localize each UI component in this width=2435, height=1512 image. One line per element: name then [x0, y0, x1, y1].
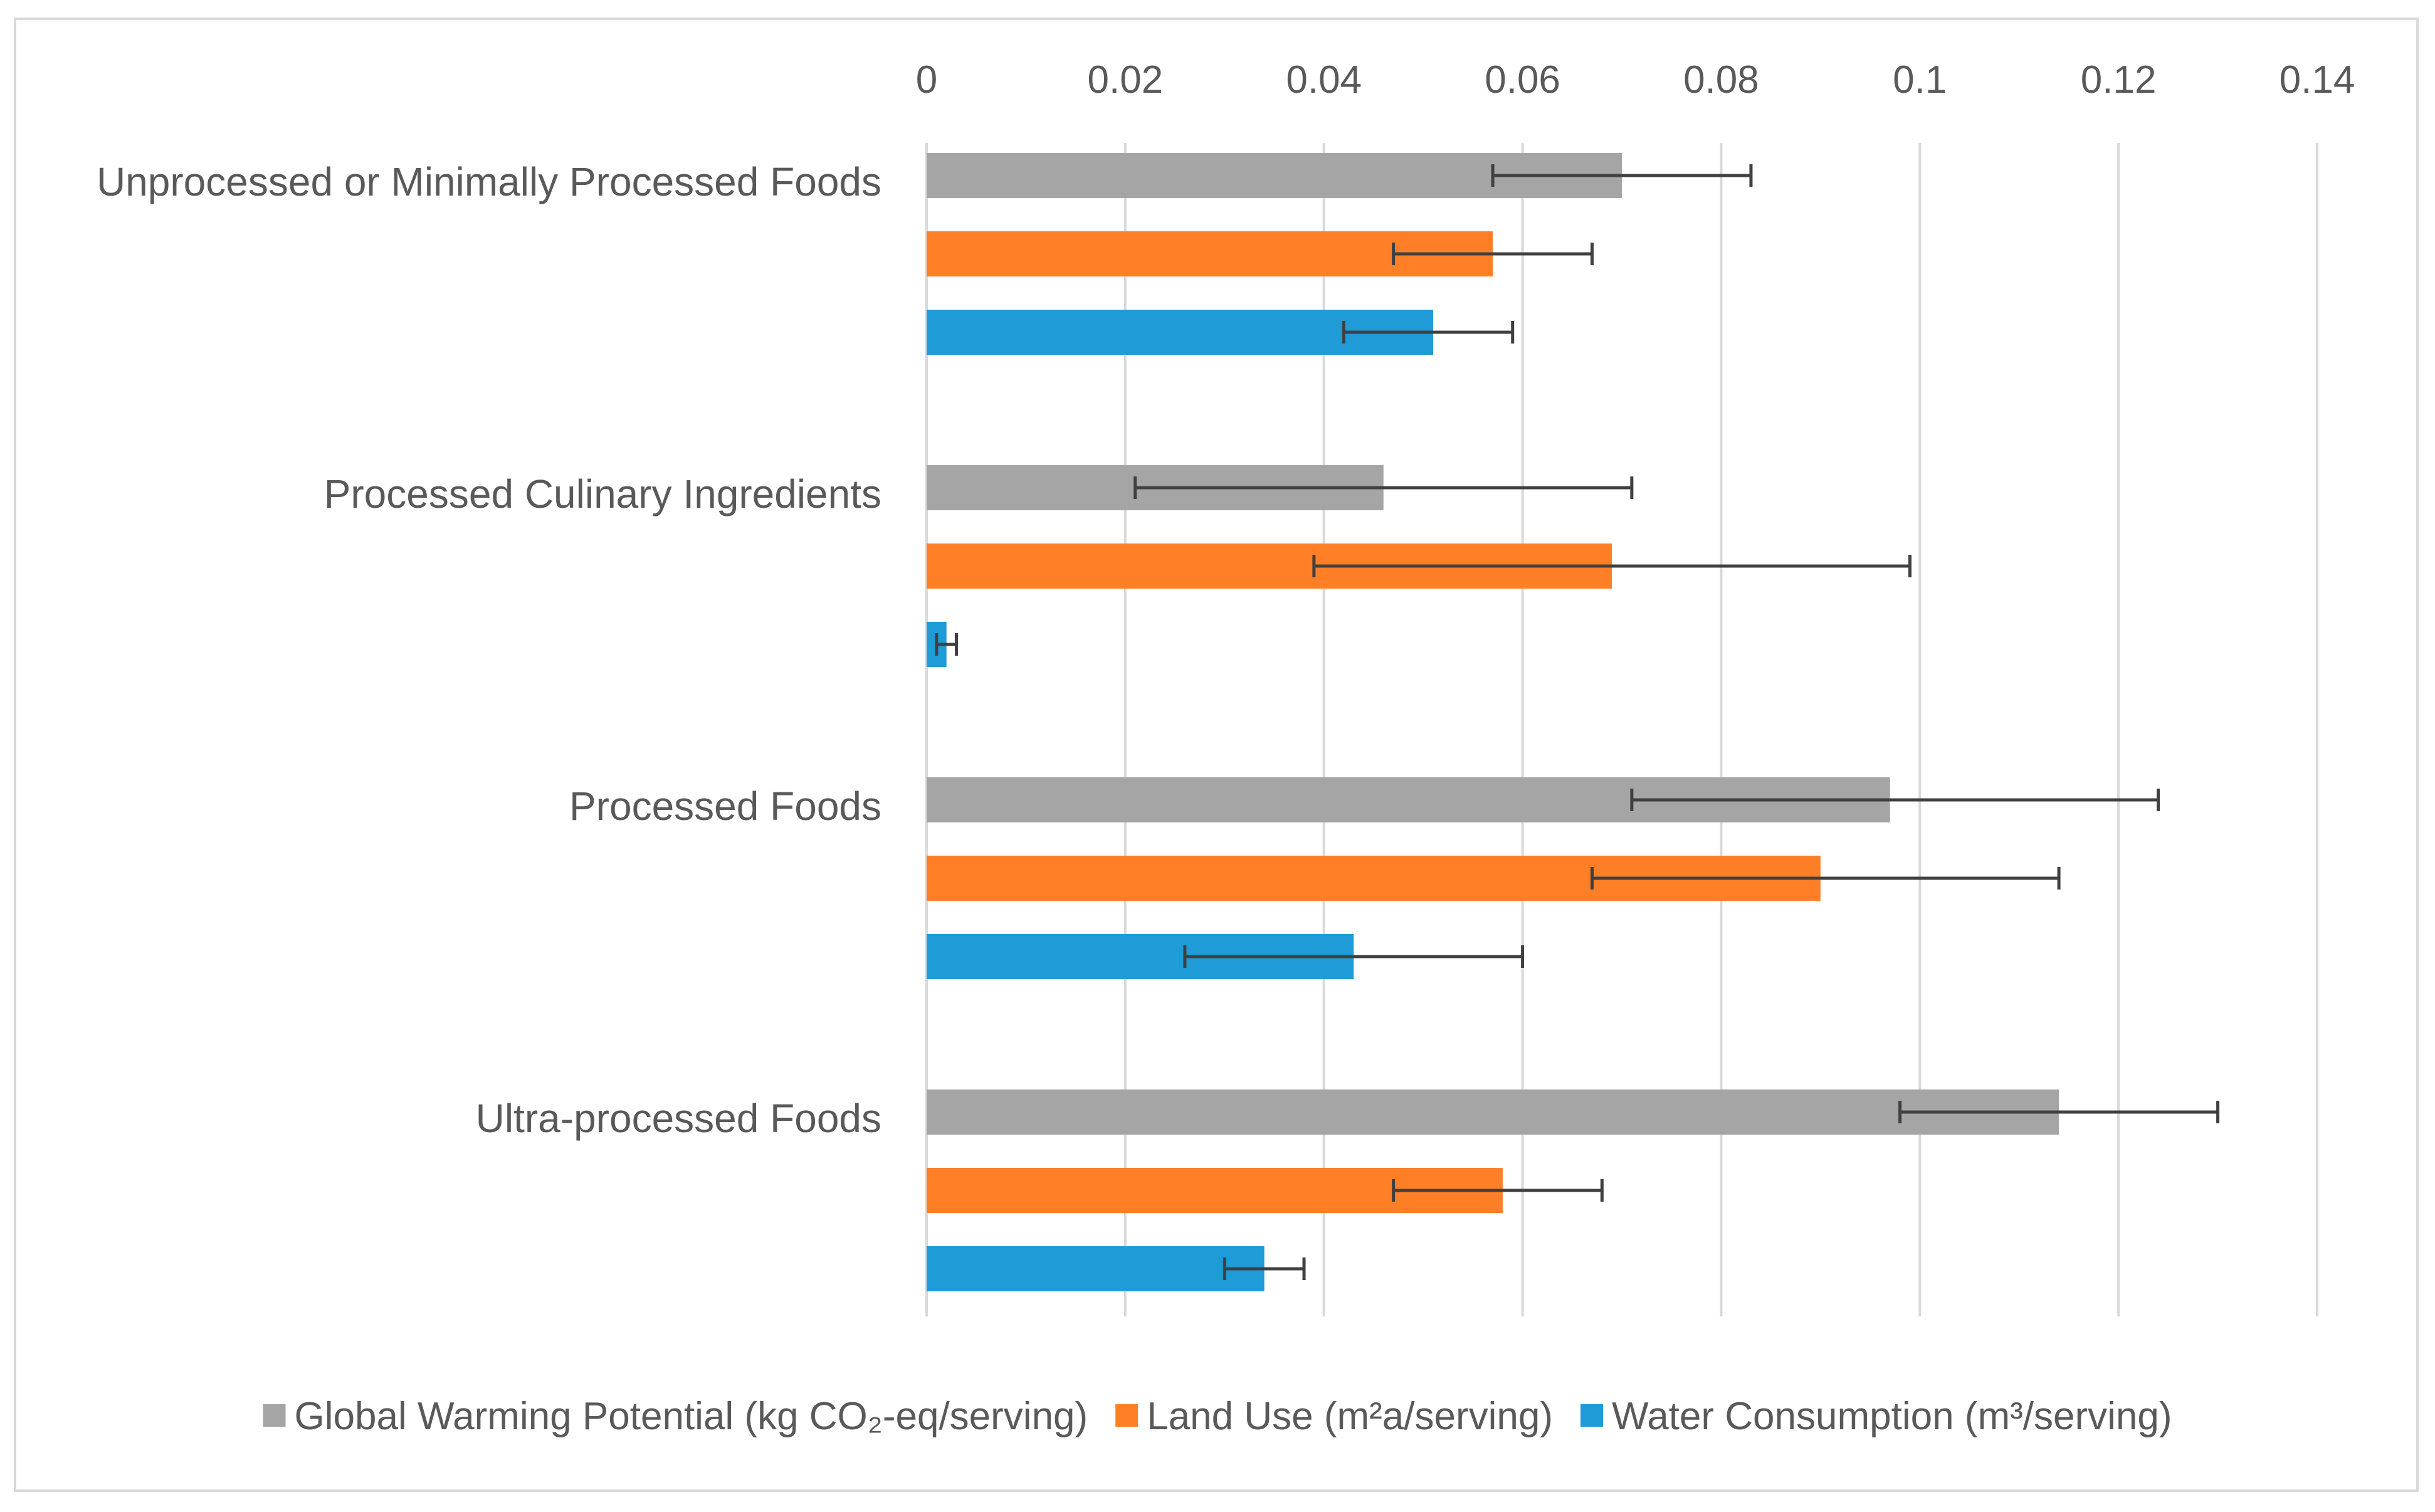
legend-swatch: [263, 1404, 286, 1427]
error-bar: [935, 633, 959, 656]
error-bar: [1630, 789, 2160, 811]
bars: [927, 153, 2059, 1291]
legend: Global Warming Potential (kg CO₂-eq/serv…: [263, 1395, 2172, 1438]
error-bar: [1898, 1101, 2220, 1123]
x-tick-label: 0.1: [1893, 58, 1947, 102]
category-label: Processed Culinary Ingredients: [324, 471, 881, 517]
category-label: Ultra-processed Foods: [476, 1096, 881, 1141]
x-tick-label: 0.06: [1485, 58, 1560, 102]
category-label: Unprocessed or Minimally Processed Foods: [97, 159, 881, 204]
error-bar: [1491, 164, 1753, 187]
error-bar: [1312, 555, 1912, 577]
legend-label: Land Use (m²a/serving): [1147, 1395, 1553, 1438]
x-tick-label: 0: [916, 58, 937, 102]
legend-label: Water Consumption (m³/serving): [1612, 1395, 2172, 1438]
bar: [927, 1089, 2059, 1135]
error-bar: [1392, 1179, 1604, 1202]
legend-item: Global Warming Potential (kg CO₂-eq/serv…: [263, 1395, 1088, 1438]
legend-swatch: [1115, 1404, 1139, 1427]
error-bars: [935, 164, 2220, 1280]
x-tick-label: 0.04: [1286, 58, 1362, 102]
category-labels: Unprocessed or Minimally Processed Foods…: [97, 159, 881, 1141]
bar: [927, 1246, 1265, 1291]
x-tick-label: 0.02: [1088, 58, 1164, 102]
category-label: Processed Foods: [569, 784, 881, 829]
error-bar: [1590, 867, 2061, 890]
x-axis-ticks: 0 0.02 0.04 0.06 0.08 0.1 0.12 0.14: [916, 58, 2355, 102]
error-bar: [1342, 321, 1515, 344]
legend-item: Land Use (m²a/serving): [1115, 1395, 1553, 1438]
x-tick-label: 0.14: [2280, 58, 2355, 102]
x-tick-label: 0.12: [2081, 58, 2157, 102]
error-bar: [1133, 476, 1634, 499]
error-bar: [1183, 945, 1525, 968]
x-tick-label: 0.08: [1683, 58, 1759, 102]
legend-item: Water Consumption (m³/serving): [1580, 1395, 2172, 1438]
legend-swatch: [1580, 1404, 1603, 1427]
error-bar: [1392, 243, 1594, 265]
legend-label: Global Warming Potential (kg CO₂-eq/serv…: [295, 1395, 1088, 1438]
error-bar: [1223, 1257, 1306, 1280]
